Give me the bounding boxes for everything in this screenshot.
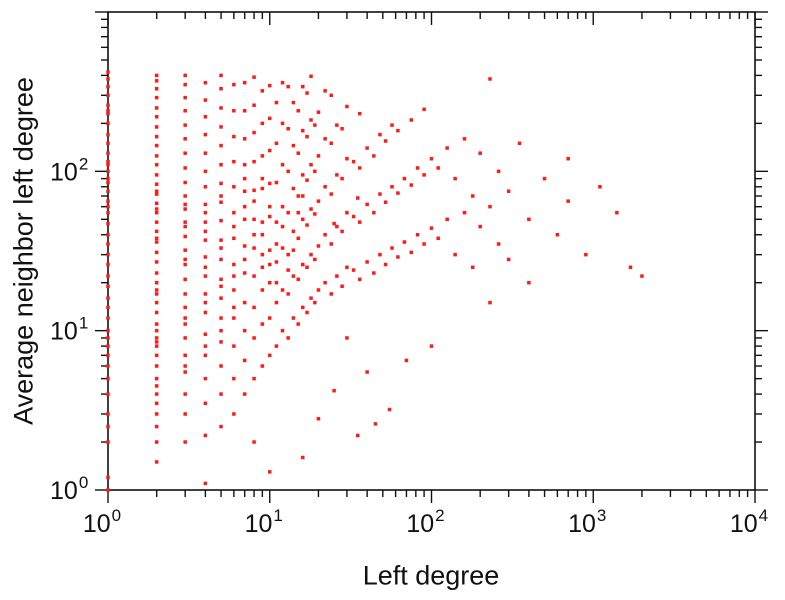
tick-label: 102: [406, 506, 444, 538]
tick-label: 103: [568, 506, 606, 538]
x-axis-label: Left degree: [362, 560, 500, 591]
tick-label: 104: [730, 506, 768, 538]
y-axis-label: Average neighbor left degree: [8, 77, 39, 425]
tick-label: 101: [245, 506, 283, 538]
data-points: [106, 70, 644, 492]
tick-label: 101: [50, 314, 88, 346]
tick-labels: 100 101 102 103 104 100 101 102: [50, 154, 768, 538]
tick-label: 102: [50, 154, 88, 186]
tick-label: 100: [83, 506, 121, 538]
tick-label: 100: [50, 473, 88, 505]
axis-ticks: [95, 11, 768, 503]
